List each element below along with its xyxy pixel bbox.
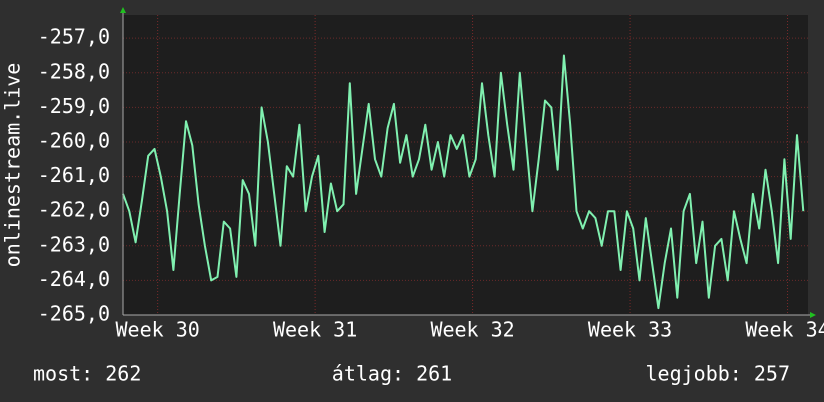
y-tick-label: -262,0 <box>38 198 110 222</box>
x-tick-label: Week 30 <box>115 318 199 342</box>
plot-area <box>123 15 808 315</box>
y-tick-label: -258,0 <box>38 59 110 83</box>
stat-average: átlag: 261 <box>332 362 452 386</box>
y-arrow <box>120 7 126 13</box>
x-tick-label: Week 32 <box>430 318 514 342</box>
y-tick-label: -261,0 <box>38 163 110 187</box>
y-tick-label: -263,0 <box>38 232 110 256</box>
stat-last: most: 262 <box>33 362 141 386</box>
x-tick-label: Week 33 <box>588 318 672 342</box>
x-tick-label: Week 31 <box>273 318 357 342</box>
series-line <box>122 54 805 310</box>
y-axis-title: onlinestream.live <box>1 63 25 268</box>
stat-best: legjobb: 257 <box>646 362 791 386</box>
x-arrow <box>810 312 816 318</box>
y-tick-label: -259,0 <box>38 94 110 118</box>
y-tick-label: -264,0 <box>38 267 110 291</box>
marks <box>122 54 805 310</box>
x-tick-label: Week 34 <box>745 318 824 342</box>
y-tick-label: -265,0 <box>38 302 110 326</box>
y-tick-label: -260,0 <box>38 128 110 152</box>
y-tick-label: -257,0 <box>38 25 110 49</box>
